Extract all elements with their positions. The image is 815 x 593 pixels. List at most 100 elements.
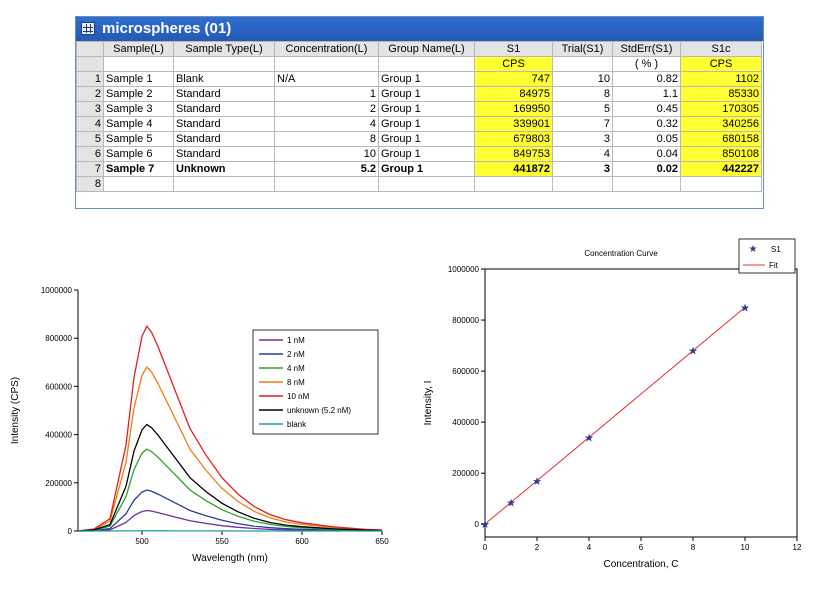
cell-sample[interactable]: Sample 7 xyxy=(103,161,174,177)
cell-trial[interactable] xyxy=(552,176,613,192)
cell-sample[interactable] xyxy=(103,176,174,192)
table-row[interactable]: 2 Sample 2 Standard 1 Group 1 84975 8 1.1 85330 xyxy=(76,86,762,102)
cell-group[interactable]: Group 1 xyxy=(378,131,475,147)
units-cell[interactable]: CPS xyxy=(474,56,553,72)
cell-s1c[interactable]: 442227 xyxy=(680,161,762,177)
units-cell[interactable]: CPS xyxy=(680,56,762,72)
cell-sample[interactable]: Sample 1 xyxy=(103,71,174,87)
column-header[interactable]: Sample Type(L) xyxy=(173,41,275,57)
cell-trial[interactable]: 8 xyxy=(552,86,613,102)
column-header[interactable]: Concentration(L) xyxy=(274,41,379,57)
cell-group[interactable]: Group 1 xyxy=(378,71,475,87)
table-row[interactable]: 8 xyxy=(76,176,762,192)
cell-s1c[interactable]: 1102 xyxy=(680,71,762,87)
column-header[interactable]: Sample(L) xyxy=(103,41,174,57)
worksheet-window[interactable]: microspheres (01) Sample(L) Sample Type(L… xyxy=(75,16,764,209)
row-number[interactable]: 8 xyxy=(76,176,104,192)
cell-type[interactable]: Standard xyxy=(173,101,275,117)
cell-conc[interactable]: 10 xyxy=(274,146,379,162)
cell-group[interactable]: Group 1 xyxy=(378,116,475,132)
units-cell[interactable] xyxy=(552,56,613,72)
units-cell[interactable] xyxy=(378,56,475,72)
row-number[interactable]: 3 xyxy=(76,101,104,117)
row-number[interactable]: 2 xyxy=(76,86,104,102)
cell-s1c[interactable]: 850108 xyxy=(680,146,762,162)
cell-conc[interactable]: 2 xyxy=(274,101,379,117)
cell-sample[interactable]: Sample 2 xyxy=(103,86,174,102)
cell-trial[interactable]: 3 xyxy=(552,161,613,177)
cell-stderr[interactable]: 1.1 xyxy=(612,86,681,102)
cell-s1[interactable]: 747 xyxy=(474,71,553,87)
column-header[interactable]: S1 xyxy=(474,41,553,57)
table-row[interactable]: 7 Sample 7 Unknown 5.2 Group 1 441872 3 0.02 442… xyxy=(76,161,762,177)
cell-s1c[interactable] xyxy=(680,176,762,192)
cell-s1c[interactable]: 340256 xyxy=(680,116,762,132)
table-row[interactable]: 1 Sample 1 Blank N/A Group 1 747 10 0.82 1102 xyxy=(76,71,762,87)
cell-type[interactable] xyxy=(173,176,275,192)
cell-s1[interactable] xyxy=(474,176,553,192)
worksheet-grid[interactable]: Sample(L) Sample Type(L) Concentration(L) G… xyxy=(76,41,762,192)
cell-s1[interactable]: 339901 xyxy=(474,116,553,132)
cell-conc[interactable] xyxy=(274,176,379,192)
units-cell[interactable] xyxy=(274,56,379,72)
table-row[interactable]: 6 Sample 6 Standard 10 Group 1 849753 4 0.04 850… xyxy=(76,146,762,162)
cell-stderr[interactable]: 0.45 xyxy=(612,101,681,117)
cell-s1c[interactable]: 85330 xyxy=(680,86,762,102)
cell-conc[interactable]: 4 xyxy=(274,116,379,132)
table-row[interactable]: 4 Sample 4 Standard 4 Group 1 339901 7 0.32 3402… xyxy=(76,116,762,132)
row-number[interactable]: 4 xyxy=(76,116,104,132)
cell-trial[interactable]: 3 xyxy=(552,131,613,147)
cell-conc[interactable]: 5.2 xyxy=(274,161,379,177)
cell-stderr[interactable]: 0.04 xyxy=(612,146,681,162)
column-header[interactable]: Group Name(L) xyxy=(378,41,475,57)
column-header[interactable]: Trial(S1) xyxy=(552,41,613,57)
cell-trial[interactable]: 5 xyxy=(552,101,613,117)
cell-sample[interactable]: Sample 4 xyxy=(103,116,174,132)
cell-type[interactable]: Unknown xyxy=(173,161,275,177)
cell-type[interactable]: Standard xyxy=(173,146,275,162)
table-row[interactable]: 5 Sample 5 Standard 8 Group 1 679803 3 0.05 6801… xyxy=(76,131,762,147)
cell-conc[interactable]: N/A xyxy=(274,71,379,87)
cell-stderr[interactable]: 0.82 xyxy=(612,71,681,87)
cell-s1[interactable]: 679803 xyxy=(474,131,553,147)
row-number[interactable]: 1 xyxy=(76,71,104,87)
row-number[interactable]: 7 xyxy=(76,161,104,177)
cell-trial[interactable]: 10 xyxy=(552,71,613,87)
cell-type[interactable]: Standard xyxy=(173,86,275,102)
column-header[interactable]: S1c xyxy=(680,41,762,57)
table-row[interactable]: 3 Sample 3 Standard 2 Group 1 169950 5 0.45 1703… xyxy=(76,101,762,117)
cell-stderr[interactable]: 0.32 xyxy=(612,116,681,132)
cell-group[interactable]: Group 1 xyxy=(378,146,475,162)
cell-sample[interactable]: Sample 6 xyxy=(103,146,174,162)
cell-group[interactable]: Group 1 xyxy=(378,101,475,117)
cell-group[interactable]: Group 1 xyxy=(378,86,475,102)
column-header[interactable]: StdErr(S1) xyxy=(612,41,681,57)
cell-stderr[interactable]: 0.02 xyxy=(612,161,681,177)
worksheet-title-bar[interactable]: microspheres (01) xyxy=(76,17,763,41)
cell-s1[interactable]: 84975 xyxy=(474,86,553,102)
cell-trial[interactable]: 7 xyxy=(552,116,613,132)
cell-s1c[interactable]: 170305 xyxy=(680,101,762,117)
cell-group[interactable] xyxy=(378,176,475,192)
cell-s1[interactable]: 169950 xyxy=(474,101,553,117)
select-all-corner[interactable] xyxy=(76,41,104,57)
units-cell[interactable] xyxy=(103,56,174,72)
cell-stderr[interactable] xyxy=(612,176,681,192)
cell-type[interactable]: Standard xyxy=(173,131,275,147)
row-number[interactable]: 5 xyxy=(76,131,104,147)
cell-sample[interactable]: Sample 3 xyxy=(103,101,174,117)
cell-type[interactable]: Standard xyxy=(173,116,275,132)
cell-group[interactable]: Group 1 xyxy=(378,161,475,177)
units-cell[interactable] xyxy=(173,56,275,72)
cell-type[interactable]: Blank xyxy=(173,71,275,87)
cell-conc[interactable]: 1 xyxy=(274,86,379,102)
cell-conc[interactable]: 8 xyxy=(274,131,379,147)
cell-s1c[interactable]: 680158 xyxy=(680,131,762,147)
cell-trial[interactable]: 4 xyxy=(552,146,613,162)
cell-s1[interactable]: 441872 xyxy=(474,161,553,177)
cell-s1[interactable]: 849753 xyxy=(474,146,553,162)
cell-sample[interactable]: Sample 5 xyxy=(103,131,174,147)
cell-stderr[interactable]: 0.05 xyxy=(612,131,681,147)
row-number[interactable]: 6 xyxy=(76,146,104,162)
units-cell[interactable]: ( % ) xyxy=(612,56,681,72)
